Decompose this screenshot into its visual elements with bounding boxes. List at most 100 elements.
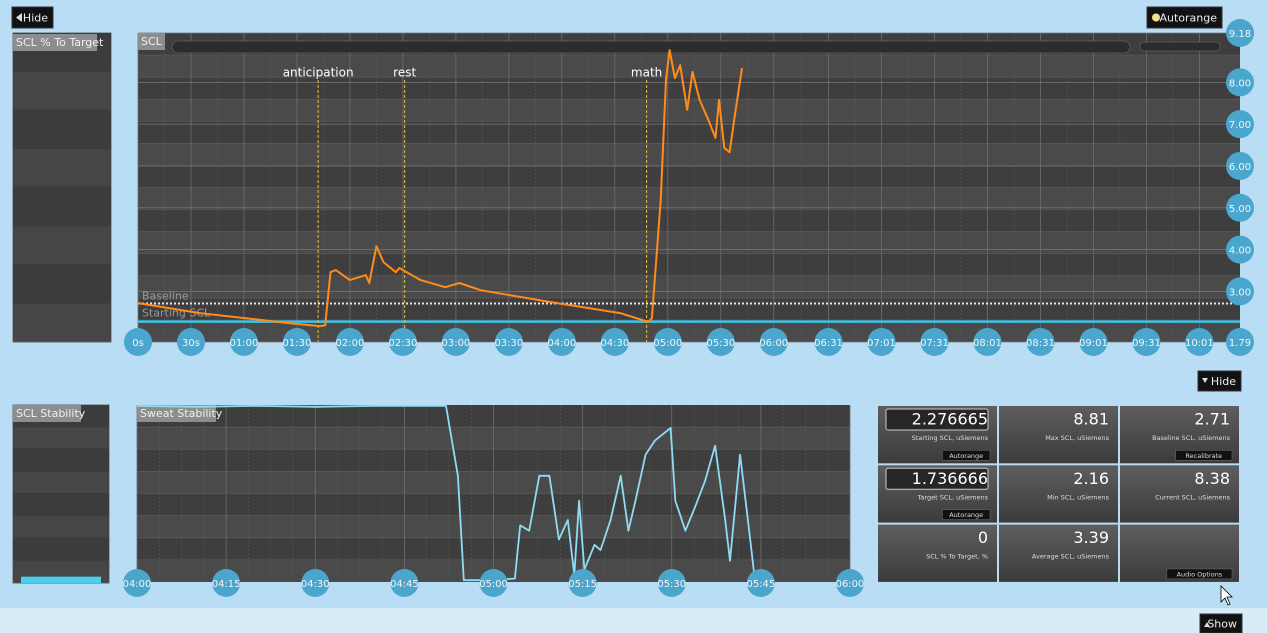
stat-button-label[interactable]: Autorange [949, 452, 983, 460]
stat-value: 1.736666 [912, 469, 988, 488]
stat-button-label[interactable]: Recalibrate [1185, 452, 1222, 460]
button-icon[interactable] [1202, 378, 1208, 383]
tick-label: 8.00 [1229, 78, 1251, 89]
stat-button-bg[interactable] [942, 509, 991, 520]
stat-button-label[interactable]: Audio Options [1177, 570, 1223, 578]
tick-label: 9.18 [1229, 29, 1251, 40]
button-label[interactable]: Hide [1211, 375, 1236, 388]
stat-button[interactable]: Autorange [942, 509, 991, 520]
panel-stripe [13, 494, 109, 516]
stat-button[interactable]: Autorange [942, 449, 991, 461]
tick-label: 02:00 [336, 338, 365, 349]
stat-value: 0 [978, 528, 988, 547]
tick-label: 04:45 [390, 579, 419, 590]
tick-bubble [1226, 235, 1254, 264]
tick-label: 05:00 [653, 338, 682, 349]
stat-label: Max SCL, uSiemens [1045, 434, 1109, 442]
stat-button-bg[interactable] [942, 449, 991, 461]
stat-button-label[interactable]: Autorange [949, 511, 983, 519]
stat-label: Average SCL, uSiemens [1032, 553, 1110, 561]
mouse-cursor [1220, 585, 1233, 606]
chart-tab [138, 33, 165, 50]
stat-value: 2.71 [1194, 410, 1230, 429]
tick-label: 05:30 [706, 338, 735, 349]
panel-tab [13, 405, 81, 422]
tick-bubble [390, 569, 419, 597]
tick-bubble [568, 569, 597, 597]
panel-stripe [13, 427, 109, 449]
stat-label: Min SCL, uSiemens [1047, 493, 1110, 501]
tick-label: 04:00 [123, 579, 152, 590]
tick-bubble [494, 328, 523, 356]
tick-bubble [973, 328, 1002, 356]
starting-label: Starting SCL [142, 307, 211, 320]
panel-stripe [13, 264, 111, 303]
stat-cell [999, 524, 1118, 582]
tick-bubble [123, 569, 151, 597]
button[interactable]: Autorange [1146, 6, 1223, 29]
button-bg[interactable] [11, 6, 54, 29]
tick-bubble [706, 328, 735, 356]
panel-stripe [13, 110, 111, 148]
panel-stripe [13, 148, 111, 187]
button[interactable]: Show [1199, 613, 1243, 633]
event-label: math [631, 66, 662, 80]
tick-bubble [335, 328, 364, 356]
tick-label: 04:00 [547, 338, 576, 349]
button[interactable]: Hide [1197, 370, 1242, 392]
stat-button[interactable]: Recalibrate [1175, 449, 1233, 461]
tick-label: 04:15 [212, 579, 241, 590]
baseline-label: Baseline [142, 290, 189, 303]
tick-bubble [547, 328, 576, 356]
stat-label: Current SCL, uSiemens [1155, 493, 1230, 501]
button-label[interactable]: Autorange [1159, 12, 1217, 25]
chart-title: SCL [141, 35, 163, 48]
stat-button-bg[interactable] [1175, 449, 1233, 461]
button-icon[interactable] [1152, 13, 1160, 22]
panel-stripe [13, 226, 111, 264]
tick-bubble [229, 328, 258, 356]
button-bg[interactable] [1199, 613, 1243, 633]
stat-cell [999, 406, 1118, 464]
tick-label: 30s [182, 338, 200, 349]
tick-label: 5.00 [1229, 204, 1251, 215]
plot-band [138, 231, 1240, 254]
button-label[interactable]: Hide [23, 12, 48, 25]
panel-stripe [13, 303, 111, 341]
tick-label: 04:30 [301, 579, 330, 590]
panel-stripe [13, 71, 111, 110]
stat-button[interactable]: Audio Options [1166, 568, 1233, 580]
button-bg[interactable] [1146, 6, 1223, 29]
stat-button-bg[interactable] [1166, 568, 1233, 580]
tick-bubble [1226, 193, 1254, 222]
tick-label: 7.00 [1229, 120, 1251, 131]
stat-value: 2.276665 [912, 410, 988, 429]
tick-bubble [867, 328, 896, 356]
plot-band [138, 187, 1240, 210]
panel-stripe [13, 187, 111, 226]
button-icon[interactable] [1204, 622, 1210, 627]
stat-value: 8.81 [1073, 410, 1109, 429]
stat-cell [878, 524, 997, 582]
stat-value: 2.16 [1073, 469, 1109, 488]
button-label[interactable]: Show [1207, 618, 1237, 631]
tick-bubble [301, 569, 330, 597]
tick-label: 07:01 [867, 338, 896, 349]
button-icon[interactable] [16, 13, 22, 22]
tick-label: 4.00 [1229, 246, 1251, 257]
tick-label: 06:00 [836, 579, 865, 590]
tick-label: 3.00 [1229, 287, 1251, 298]
tick-label: 07:31 [920, 338, 949, 349]
tick-label: 10:01 [1185, 338, 1214, 349]
data-line [136, 405, 756, 582]
tick-label: 05:45 [746, 579, 775, 590]
plot-band [138, 165, 1240, 188]
tick-bubble [1132, 328, 1161, 356]
stat-cell [1120, 465, 1239, 523]
button[interactable]: Hide [11, 6, 54, 29]
panel-stripe [13, 516, 109, 538]
tick-bubble [759, 328, 788, 356]
button-bg[interactable] [1197, 370, 1242, 392]
tick-bubble [479, 569, 508, 597]
tick-bubble [1226, 277, 1254, 306]
